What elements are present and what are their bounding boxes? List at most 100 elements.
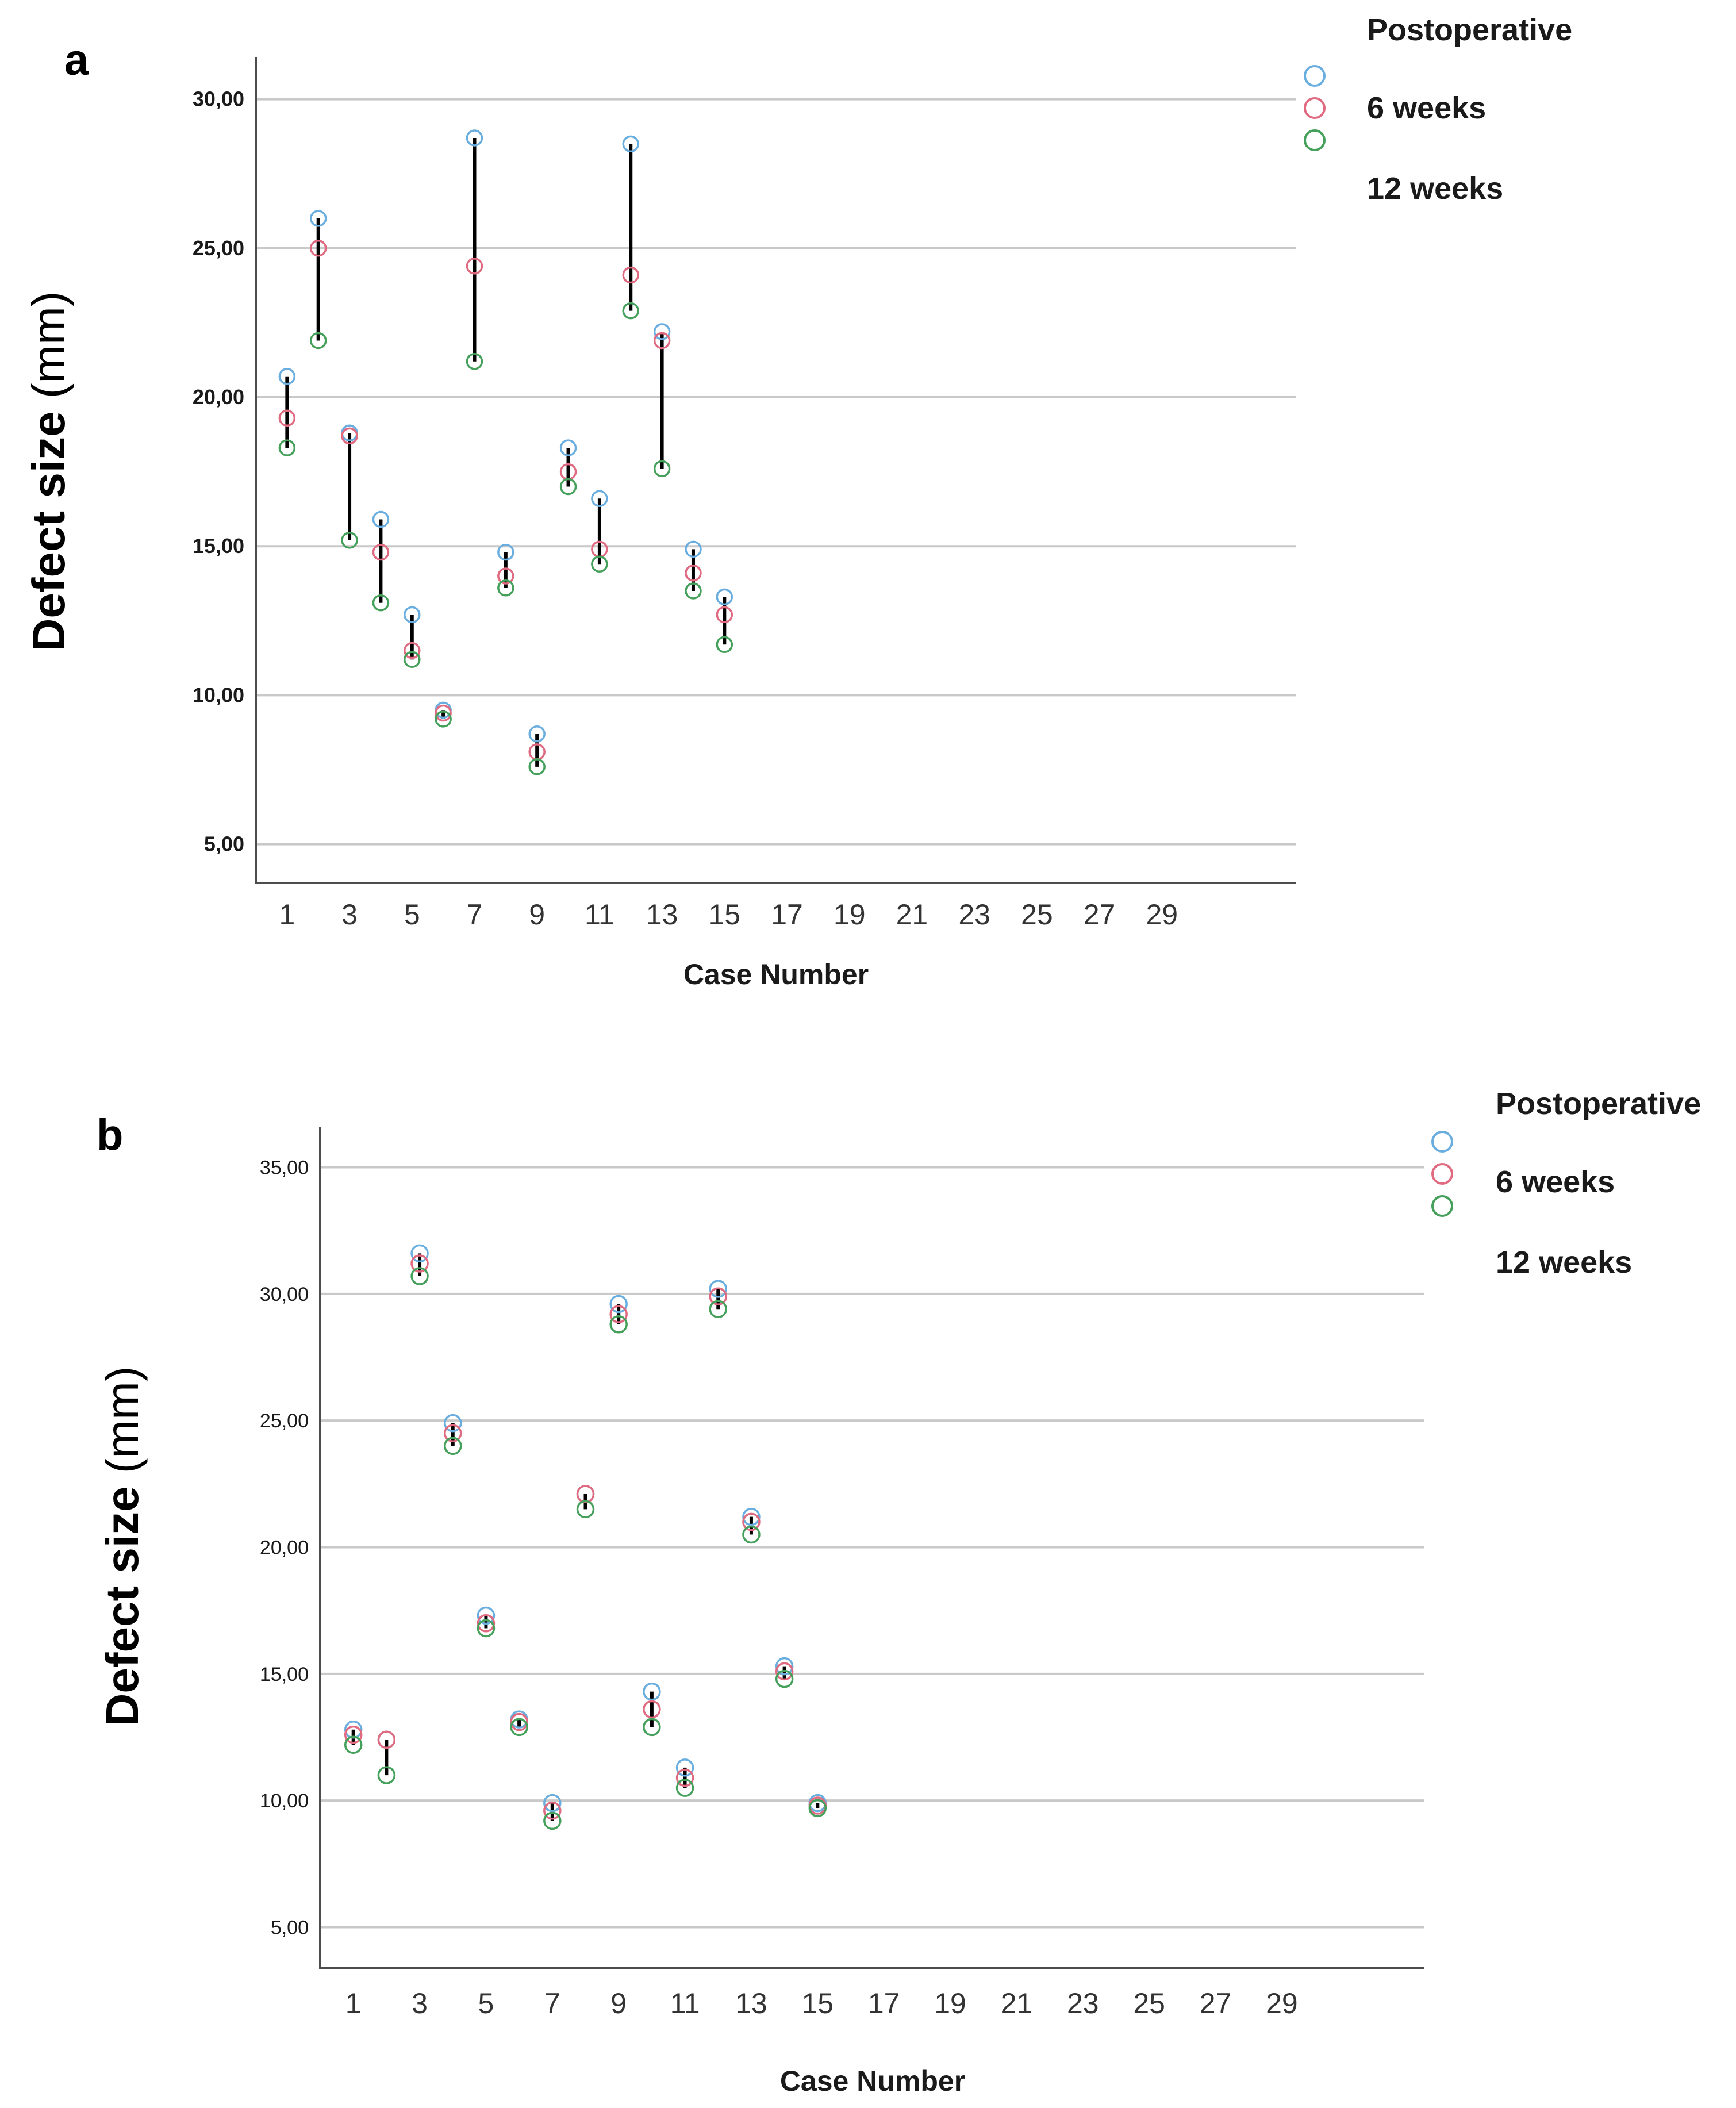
panel-a-point-12-weeks xyxy=(278,439,296,456)
panel-b-point-6-weeks xyxy=(709,1287,728,1305)
panel-a-point-postoperative xyxy=(591,490,608,507)
panel-a-axes xyxy=(255,57,1296,884)
panel-b-point-6-weeks xyxy=(609,1305,628,1323)
panel-b-x-tick-label: 7 xyxy=(544,1987,560,2019)
panel-a-point-12-weeks xyxy=(435,711,452,728)
panel-a-point-6-weeks xyxy=(435,704,452,722)
panel-b-letter: b xyxy=(97,1111,123,1159)
panel-a-y-tick-label: 25,00 xyxy=(193,236,244,260)
panel-b-point-6-weeks xyxy=(477,1614,496,1633)
panel-b-point-12-weeks xyxy=(477,1619,496,1638)
panel-a-y-tick-label: 10,00 xyxy=(193,683,244,706)
panel-b-x-tick-labels: 1 3 5 7 9 11 13 15 17 19 21 23 25 27 29 xyxy=(345,1987,1298,2019)
panel-a-letter: a xyxy=(64,36,89,85)
panel-a-legend-label-12-weeks: 12 weeks xyxy=(1367,171,1503,206)
panel-b-point-12-weeks xyxy=(510,1718,528,1737)
panel-b-legend-marker-6-weeks xyxy=(1431,1163,1453,1185)
panel-a-point-12-weeks xyxy=(716,636,733,654)
panel-a-point-12-weeks xyxy=(341,532,358,549)
panel-b-point-6-weeks xyxy=(410,1254,429,1273)
panel-b-point-6-weeks xyxy=(344,1725,363,1744)
panel-a-y-tick-label: 30,00 xyxy=(193,87,244,111)
panel-a-point-6-weeks xyxy=(278,409,296,427)
panel-a-point-12-weeks xyxy=(653,460,671,478)
panel-a-x-axis-label: Case Number xyxy=(683,958,869,990)
panel-b-point-6-weeks xyxy=(775,1662,794,1681)
panel-a-x-tick-label: 27 xyxy=(1084,899,1116,931)
panel-b-point-12-weeks xyxy=(643,1718,661,1737)
panel-b-point-12-weeks xyxy=(775,1669,794,1688)
panel-a-x-tick-label: 21 xyxy=(896,899,928,931)
panel-a-legend-label-postoperative: Postoperative xyxy=(1367,13,1572,47)
panel-b-point-12-weeks xyxy=(377,1766,396,1784)
panel-a-y-axis-label-main: Defect size xyxy=(23,411,74,651)
panel-a-y-tick-label: 15,00 xyxy=(193,534,244,558)
panel-a-point-12-weeks xyxy=(591,555,608,573)
panel-b-point-6-weeks xyxy=(742,1512,761,1531)
panel-a-point-6-weeks xyxy=(341,427,358,445)
panel-a-point-postoperative xyxy=(653,323,671,340)
panel-b-point-6-weeks xyxy=(643,1700,661,1719)
panel-a-point-6-weeks xyxy=(404,642,421,659)
panel-b-data-points xyxy=(344,1244,827,1830)
panel-a-point-12-weeks xyxy=(372,594,390,612)
panel-b-point-6-weeks xyxy=(377,1730,396,1749)
panel-a-legend-label-6-weeks: 6 weeks xyxy=(1367,91,1486,125)
panel-a-x-tick-label: 11 xyxy=(585,899,614,931)
panel-a-point-12-weeks xyxy=(404,651,421,668)
panel-a-x-tick-label: 5 xyxy=(404,899,420,931)
panel-a-range-lines xyxy=(285,137,727,767)
panel-b-y-axis-label-unit: (mm) xyxy=(97,1366,148,1474)
panel-b-x-tick-label: 27 xyxy=(1200,1987,1232,2019)
panel-a-point-6-weeks xyxy=(372,543,390,561)
panel-b-point-postoperative xyxy=(675,1758,694,1777)
panel-b-x-tick-label: 1 xyxy=(345,1987,362,2019)
panel-b-point-postoperative xyxy=(709,1280,728,1298)
panel-a-point-6-weeks xyxy=(497,567,514,585)
panel-b-x-tick-label: 15 xyxy=(802,1987,834,2019)
panel-b-y-tick-label: 5,00 xyxy=(271,1917,309,1938)
panel-b-point-12-weeks xyxy=(576,1500,595,1519)
panel-a-point-12-weeks xyxy=(559,478,577,496)
panel-b-legend-label-12-weeks: 12 weeks xyxy=(1496,1245,1632,1280)
panel-b-axes xyxy=(319,1127,1424,1969)
panel-b-point-6-weeks xyxy=(510,1712,528,1731)
panel-a-point-12-weeks xyxy=(466,353,483,370)
panel-b-x-tick-label: 23 xyxy=(1067,1987,1099,2019)
panel-b-range-lines xyxy=(351,1253,820,1821)
panel-b-point-6-weeks xyxy=(543,1802,562,1820)
panel-a-point-postoperative xyxy=(622,135,640,153)
panel-b-y-tick-label: 30,00 xyxy=(260,1284,309,1305)
panel-a-point-12-weeks xyxy=(685,582,702,600)
panel-b-x-tick-label: 3 xyxy=(412,1987,428,2019)
panel-a-point-postoperative xyxy=(497,543,514,561)
panel-a-point-6-weeks xyxy=(653,332,671,350)
panel-b-x-tick-label: 19 xyxy=(934,1987,966,2019)
panel-b-point-12-weeks xyxy=(808,1799,827,1818)
panel-b-y-tick-label: 20,00 xyxy=(260,1537,309,1559)
panel-a-x-tick-label: 3 xyxy=(341,899,358,931)
panel-b-point-6-weeks xyxy=(444,1424,462,1442)
panel-b-x-tick-label: 17 xyxy=(868,1987,900,2019)
panel-a-x-tick-label: 25 xyxy=(1021,899,1053,931)
panel-a-point-postoperative xyxy=(716,588,733,606)
panel-a-point-postoperative xyxy=(309,210,327,227)
panel-b-x-tick-label: 21 xyxy=(1001,1987,1033,2019)
panel-b-x-tick-label: 11 xyxy=(670,1987,700,2019)
panel-a-point-postoperative xyxy=(685,540,702,558)
panel-a-legend-marker-postoperative xyxy=(1304,65,1326,87)
panel-b-point-12-weeks xyxy=(344,1735,363,1754)
panel-b-x-tick-label: 25 xyxy=(1133,1987,1165,2019)
panel-a-point-6-weeks xyxy=(309,240,327,257)
panel-b-y-axis-label-main: Defect size xyxy=(97,1486,148,1726)
panel-b-point-6-weeks xyxy=(675,1768,694,1787)
panel-a-legend-marker-12-weeks xyxy=(1304,129,1326,151)
panel-b-point-12-weeks xyxy=(675,1779,694,1797)
panel-a-y-tick-label: 5,00 xyxy=(204,832,244,856)
panel-b-point-12-weeks xyxy=(609,1315,628,1334)
panel-b-point-postoperative xyxy=(444,1414,462,1433)
panel-b-legend-label-6-weeks: 6 weeks xyxy=(1496,1165,1615,1199)
panel-b-point-12-weeks xyxy=(444,1437,462,1455)
panel-b-legend: Postoperative 6 weeks 12 weeks xyxy=(1431,1086,1701,1280)
